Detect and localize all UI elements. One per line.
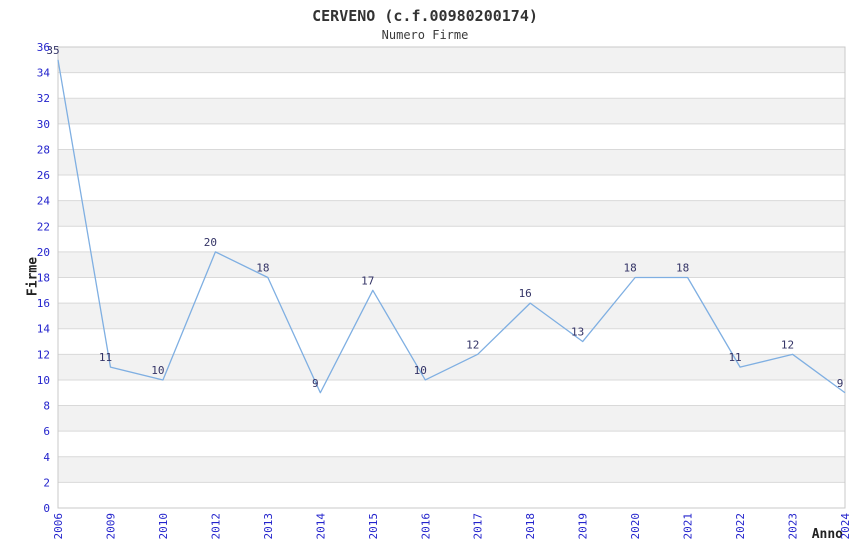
data-point-label: 17 (361, 274, 374, 287)
data-point-label: 13 (571, 326, 584, 339)
plot-border (57, 46, 846, 509)
data-point-label: 12 (466, 338, 479, 351)
data-point-label: 10 (414, 364, 427, 377)
y-tick-label: 2 (43, 476, 50, 489)
plot-band (58, 47, 845, 73)
plot-band (58, 251, 845, 278)
plot-band (58, 149, 845, 176)
y-tick-label: 34 (37, 67, 51, 80)
data-point-label: 16 (519, 287, 532, 300)
x-tick-label: 2006 (52, 513, 65, 540)
x-tick-label: 2024 (839, 513, 850, 540)
data-point-label: 35 (46, 44, 59, 57)
y-tick-label: 18 (37, 272, 50, 285)
y-tick-label: 36 (37, 41, 50, 54)
data-point-label: 18 (624, 262, 637, 275)
x-tick-label: 2019 (577, 513, 590, 540)
plot-band (58, 456, 845, 483)
y-tick-label: 28 (37, 143, 50, 156)
data-point-label: 18 (256, 262, 269, 275)
data-point-label: 18 (676, 262, 689, 275)
y-tick-label: 8 (43, 400, 50, 413)
y-tick-label: 32 (37, 92, 50, 105)
x-tick-label: 2023 (787, 513, 800, 540)
x-tick-label: 2020 (629, 513, 642, 540)
y-tick-label: 20 (37, 246, 50, 259)
data-point-label: 10 (151, 364, 164, 377)
y-tick-label: 16 (37, 297, 50, 310)
x-tick-label: 2010 (157, 513, 170, 540)
y-tick-label: 10 (37, 374, 50, 387)
y-tick-label: 6 (43, 425, 50, 438)
plot-band (58, 303, 845, 329)
x-tick-label: 2012 (209, 513, 222, 540)
x-tick-label: 2009 (104, 513, 117, 540)
series-line (57, 59, 846, 394)
x-tick-label: 2021 (682, 513, 695, 540)
x-axis-label: Anno (811, 527, 843, 542)
x-tick-label: 2016 (419, 513, 432, 540)
y-tick-label: 14 (37, 323, 51, 336)
chart-subtitle: Numero Firme (381, 28, 469, 42)
x-tick-label: 2014 (314, 513, 327, 540)
data-point-label: 20 (204, 236, 217, 249)
x-tick-label: 2015 (367, 513, 380, 540)
x-tick-label: 2022 (734, 513, 747, 540)
y-tick-label: 22 (37, 220, 50, 233)
y-tick-label: 26 (37, 169, 50, 182)
data-point-label: 11 (99, 351, 112, 364)
plot-band (58, 405, 845, 432)
x-tick-label: 2013 (262, 513, 275, 540)
data-point-label: 11 (728, 351, 741, 364)
y-tick-label: 0 (43, 502, 50, 515)
data-point-label: 9 (837, 377, 844, 390)
x-tick-label: 2018 (524, 513, 537, 540)
y-tick-label: 4 (43, 451, 50, 464)
y-tick-label: 12 (37, 348, 50, 361)
y-tick-label: 30 (37, 118, 50, 131)
data-point-label: 9 (312, 377, 319, 390)
chart-title: CERVENO (c.f.00980200174) (312, 7, 538, 25)
y-tick-label: 24 (37, 195, 51, 208)
x-tick-label: 2017 (472, 513, 485, 540)
data-point-label: 12 (781, 338, 794, 351)
plot-band (58, 200, 845, 227)
plot-band (58, 98, 845, 124)
